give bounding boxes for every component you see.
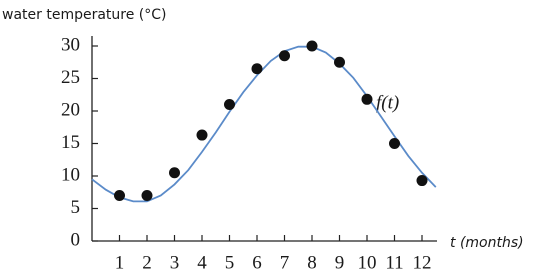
y-tick-label: 30 [61,34,80,55]
data-point [334,56,345,68]
data-point [306,40,318,52]
data-point [416,175,428,187]
data-point [361,93,373,105]
x-tick-label: 7 [280,252,290,273]
x-tick-label: 6 [252,252,262,273]
x-tick-label: 3 [170,252,180,273]
y-tick-label: 10 [61,164,80,185]
y-tick-label: 25 [61,67,80,88]
curve-label: f(t) [376,92,399,113]
data-point [141,190,153,201]
x-tick-label: 8 [307,252,317,273]
data-point [279,50,290,62]
data-point [169,167,180,179]
x-tick-label: 1 [115,252,125,273]
data-point [389,138,400,149]
x-tick-label: 5 [225,252,235,273]
x-axis-label: t (months) [450,235,524,251]
x-tick-label: 11 [385,252,403,273]
y-tick-label: 15 [61,132,80,153]
data-point [251,63,263,75]
y-tick-label: 0 [71,229,81,250]
x-tick-label: 12 [413,252,432,273]
curve [91,45,437,203]
data-point [196,129,208,141]
y-tick-label: 5 [71,197,81,218]
data-point [114,190,125,201]
y-tick-label: 20 [61,99,80,120]
x-tick-label: 9 [335,252,345,273]
x-tick-label: 2 [142,252,152,273]
x-tick-label: 10 [358,252,377,273]
x-tick-label: 4 [197,252,207,273]
data-point [224,99,235,110]
y-axis-label: water temperature (°C) [2,7,167,23]
